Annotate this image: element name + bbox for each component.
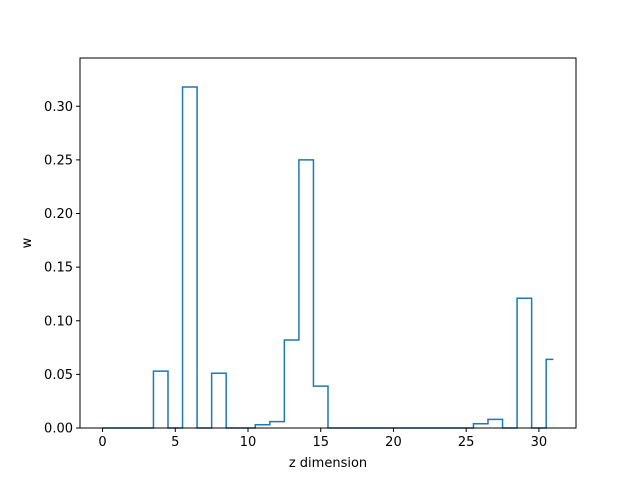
y-tick-label: 0.05: [44, 368, 73, 383]
plot-background: [80, 58, 576, 428]
y-axis-ticks: 0.00 0.05 0.10 0.15 0.20 0.25 0.30: [44, 100, 80, 437]
y-tick-label: 0.30: [44, 100, 73, 115]
series-line-0: [102, 86, 554, 429]
y-tick-label: 0.25: [44, 153, 73, 168]
series-layer: [102, 86, 554, 429]
x-tick-label: 25: [458, 435, 475, 450]
x-tick-label: 15: [312, 435, 329, 450]
x-axis-label: z dimension: [289, 456, 367, 471]
y-tick-label: 0.20: [44, 207, 73, 222]
plot-frame: [79, 57, 577, 429]
x-tick-label: 30: [531, 435, 548, 450]
y-axis-label: w: [20, 237, 35, 248]
y-tick-label: 0.15: [44, 261, 73, 276]
x-tick-label: 20: [385, 435, 402, 450]
x-tick-label: 0: [98, 435, 106, 450]
y-tick-label: 0.10: [44, 314, 73, 329]
y-tick-label: 0.00: [44, 422, 73, 437]
x-tick-label: 10: [240, 435, 257, 450]
x-axis-ticks: 0 5 10 15 20 25 30: [98, 428, 547, 450]
x-tick-label: 5: [171, 435, 179, 450]
